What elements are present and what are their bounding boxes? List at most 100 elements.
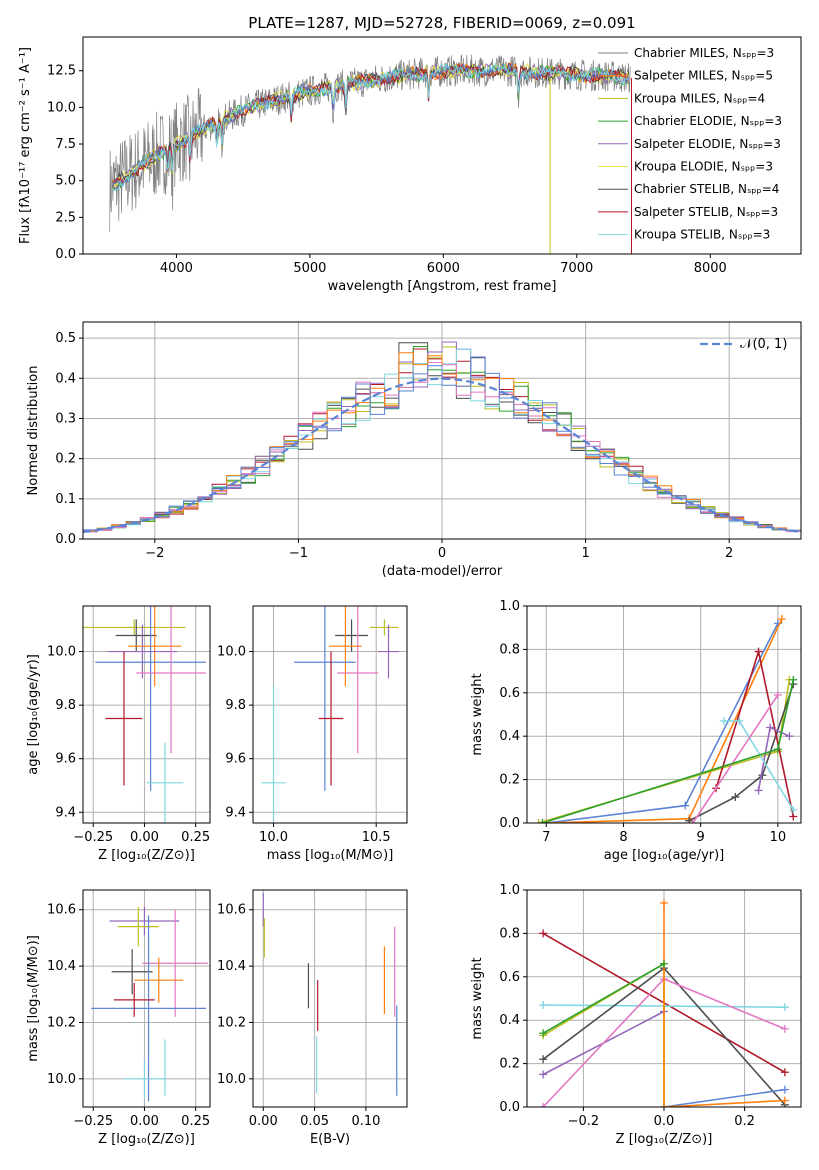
x-tick-label: 4000 [160, 261, 193, 276]
mass-weight-marker [539, 1001, 548, 1010]
mass-weight-marker [789, 805, 798, 814]
legend-label: Kroupa STELIB, Nₛₚₚ=3 [634, 228, 770, 242]
mass-weight-marker [681, 801, 690, 810]
y-tick-label: 0.8 [499, 642, 520, 657]
mass-weight-marker [731, 792, 740, 801]
y-tick-label: 0.4 [55, 371, 76, 386]
x-axis-label: Z [log₁₀(Z/Z⊙)] [98, 848, 195, 863]
x-tick-label: 0.25 [181, 1114, 210, 1129]
x-tick-label: 1 [581, 546, 589, 561]
y-axis-label: mass [log₁₀(M/M⊙)] [26, 935, 41, 1062]
residual-histogram-panel: −2 −1 0 1 2 0.0 0.1 0.2 0.3 0.4 0.5 (data-model)/er… [26, 321, 802, 579]
y-tick-label: 10.6 [47, 903, 76, 918]
x-axis-label: mass [log₁₀(M/M⊙)] [267, 848, 394, 863]
y-tick-label: 9.6 [55, 752, 76, 767]
x-tick-label: 0.10 [351, 1114, 380, 1129]
x-tick-label: −2 [145, 546, 164, 561]
y-tick-label: 0.6 [499, 970, 520, 985]
plot-area [539, 899, 789, 1107]
mass-weight-marker [780, 1085, 789, 1094]
x-tick-label: 0.05 [300, 1114, 329, 1129]
x-tick-label: 0.25 [181, 830, 210, 845]
x-tick-label: 0 [438, 546, 446, 561]
mass-weight-line-salpeter_miles [663, 903, 785, 1107]
mass-weight-marker [780, 1003, 789, 1012]
x-tick-label: 9 [697, 830, 705, 845]
normal-distribution-curve [83, 377, 801, 534]
plot-frame [526, 889, 802, 1108]
y-tick-label: 9.8 [225, 698, 246, 713]
mass-weight-marker [538, 819, 547, 823]
mass-weight-marker [539, 1103, 548, 1107]
x-tick-label: 0.0 [654, 1114, 675, 1129]
legend-label: Kroupa MILES, Nₛₚₚ=4 [634, 91, 765, 105]
plot-area [91, 906, 208, 1102]
mass-weight-marker [539, 929, 548, 938]
axes: −0.25 0.00 0.25 9.4 9.6 9.8 10.0 Z [log₁₀(Z/Z⊙)… [26, 606, 210, 863]
y-tick-label: 0.2 [55, 452, 76, 467]
mass-weight-line-blue [546, 623, 779, 823]
plot-area [83, 341, 801, 535]
figure-title: PLATE=1287, MJD=52728, FIBERID=0069, z=0… [248, 14, 635, 32]
legend: Chabrier MILES, Nₛₚₚ=3 Salpeter MILES, Nₛ… [598, 46, 782, 242]
axes: 7 8 9 10 0.0 0.2 0.4 0.6 0.8 1.0 age [log₁₀(age/yr… [470, 599, 801, 863]
y-tick-label: 0.0 [55, 532, 76, 547]
x-tick-label: −0.2 [568, 1114, 600, 1129]
mass-vs-metallicity-panel: −0.25 0.00 0.25 10.0 10.2 10.4 10.6 Z [log₁₀(Z/… [26, 889, 211, 1147]
x-tick-label: 6000 [427, 261, 460, 276]
legend-label: 𝒩(0, 1) [740, 337, 787, 352]
mass-weight-marker [789, 675, 798, 684]
legend-label: Chabrier MILES, Nₛₚₚ=3 [634, 46, 774, 60]
spectrum-panel: 4000 5000 6000 7000 8000 0.0 2.5 5.0 7.5 10.0 12.5… [18, 36, 802, 294]
y-tick-label: 2.5 [55, 210, 76, 225]
y-tick-label: 0.0 [55, 247, 76, 262]
x-axis-label: Z [log₁₀(Z/Z⊙)] [616, 1132, 713, 1147]
legend-label: Salpeter ELODIE, Nₛₚₚ=3 [634, 137, 781, 151]
plot-frame [252, 889, 408, 1108]
x-tick-label: 0.2 [734, 1114, 755, 1129]
y-tick-label: 0.0 [499, 816, 520, 831]
mass-weight-line-blue [663, 1088, 786, 1107]
x-tick-label: 0.00 [130, 1114, 159, 1129]
mass-weight-marker [660, 1103, 668, 1107]
plot-frame [252, 605, 408, 824]
x-tick-label: 10.0 [259, 830, 288, 845]
mass-weight-marker [780, 1024, 789, 1033]
y-tick-label: 0.1 [55, 492, 76, 507]
legend-label: Salpeter STELIB, Nₛₚₚ=3 [634, 205, 778, 219]
y-tick-label: 5.0 [55, 174, 76, 189]
legend: 𝒩(0, 1) [700, 337, 787, 352]
y-tick-label: 10.0 [47, 645, 76, 660]
legend-label: Salpeter MILES, Nₛₚₚ=5 [634, 69, 773, 83]
plot-area [534, 615, 798, 823]
y-tick-label: 10.6 [217, 903, 246, 918]
y-axis-label: mass weight [470, 673, 485, 755]
plot-area [262, 892, 398, 1096]
x-tick-label: 8000 [694, 261, 727, 276]
mass-weight-line-chabrier_stelib [688, 683, 795, 822]
mass-weight-line-pink [692, 694, 779, 823]
y-tick-label: 7.5 [55, 137, 76, 152]
mass-weight-marker [534, 819, 543, 823]
residual-histogram-blue [83, 356, 801, 534]
axes: 10.0 10.5 9.4 9.6 9.8 10.0 mass [log₁₀(M/M⊙)] [217, 606, 407, 863]
model-spectrum-blue [111, 62, 630, 188]
y-tick-label: 9.4 [225, 805, 246, 820]
y-axis-label: Normed distribution [26, 366, 41, 496]
plot-frame [82, 321, 802, 540]
mass-weight-marker [780, 1096, 789, 1105]
x-tick-label: 2 [725, 546, 733, 561]
mass-weight-marker [773, 745, 782, 754]
y-tick-label: 12.5 [47, 64, 76, 79]
x-axis-label: age [log₁₀(age/yr)] [604, 848, 725, 863]
mass-weight-marker [539, 1070, 548, 1079]
y-axis-label: Flux [fλ10⁻¹⁷ erg cm⁻² s⁻¹ A⁻¹] [18, 47, 33, 244]
plot-area [109, 54, 633, 254]
mass-weight-marker [780, 1068, 789, 1077]
y-tick-label: 0.6 [499, 686, 520, 701]
axes: 4000 5000 6000 7000 8000 0.0 2.5 5.0 7.5 10.0 12.5… [18, 47, 727, 294]
y-tick-label: 0.3 [55, 411, 76, 426]
plot-area [261, 606, 399, 823]
mass-weight-line-kroupa_miles [542, 962, 665, 1107]
x-tick-label: −0.25 [73, 830, 113, 845]
